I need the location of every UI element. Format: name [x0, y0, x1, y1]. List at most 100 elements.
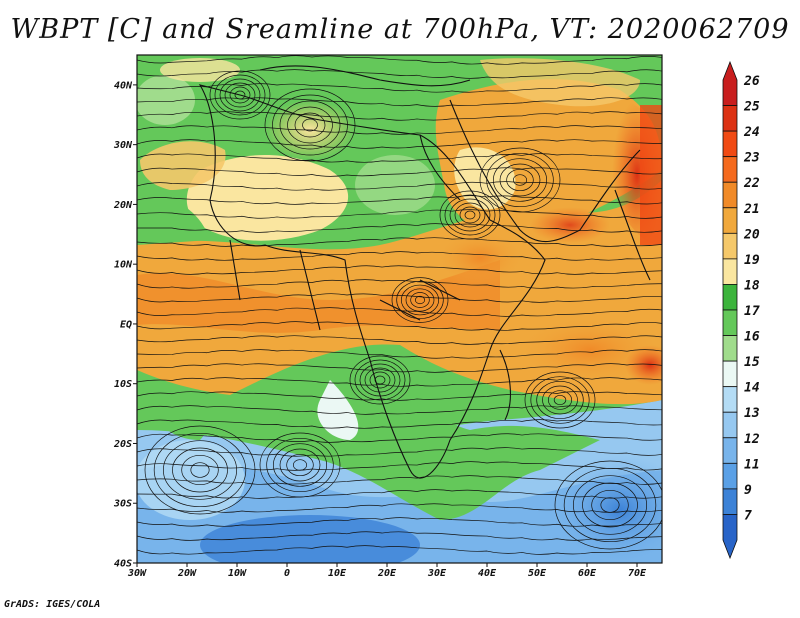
streamline — [492, 158, 548, 202]
streamline — [137, 139, 662, 149]
latitude-axis: 40N 30N 20N 10N EQ 10S 20S 30S 40S — [113, 80, 137, 570]
colorbar-swatch — [722, 309, 738, 336]
colorbar-swatch — [722, 514, 738, 560]
colorbar-swatch — [722, 60, 738, 106]
streamline — [396, 280, 444, 320]
streamline — [214, 74, 266, 116]
lon-label: 0 — [284, 568, 290, 579]
streamline — [137, 531, 662, 541]
colorbar-label: 12 — [744, 432, 760, 447]
streamline — [414, 295, 426, 305]
colorbar-swatch — [722, 386, 738, 413]
colorbar-swatch — [722, 411, 738, 439]
streamline — [572, 475, 648, 535]
streamline — [229, 86, 251, 104]
lon-label: 50E — [528, 568, 547, 579]
colorbar-swatch — [722, 335, 738, 362]
longitude-axis: 30W 20W 10W 0 10E 20E 30E 40E 50E 60E 70E — [127, 563, 647, 579]
colorbar-swatch — [722, 462, 738, 490]
streamline — [582, 482, 638, 528]
colorbar-label: 19 — [744, 253, 760, 268]
streamline — [454, 202, 486, 228]
lat-label: 20N — [113, 200, 133, 211]
streamline — [137, 251, 662, 261]
streamline — [137, 363, 662, 373]
colorbar-label: 16 — [744, 330, 760, 345]
plot-frame — [136, 54, 663, 564]
streamline — [137, 419, 662, 429]
streamline — [486, 152, 554, 208]
colorbar-label: 7 — [744, 508, 752, 523]
streamline — [444, 194, 496, 236]
streamline — [279, 100, 341, 150]
streamline — [219, 78, 261, 112]
streamline — [137, 377, 662, 387]
colorbar-swatch — [722, 488, 738, 515]
streamline — [137, 97, 662, 107]
colorbar-label: 26 — [743, 74, 760, 89]
streamline — [542, 385, 578, 415]
colorbar-label: 17 — [744, 304, 760, 319]
colorbar-swatch — [722, 232, 738, 260]
colorbar-label: 21 — [743, 202, 760, 217]
lon-label: 10E — [328, 568, 347, 579]
colorbar-label: 13 — [744, 406, 760, 421]
colorbar-swatch — [722, 284, 738, 311]
lat-label: 40S — [114, 559, 132, 570]
streamline — [137, 83, 662, 93]
streamline — [506, 168, 534, 192]
streamline — [137, 223, 662, 233]
streamline — [137, 55, 662, 65]
streamline — [264, 88, 356, 162]
streamline — [410, 292, 430, 308]
lon-label: 70E — [628, 568, 647, 579]
colorbar-label: 9 — [744, 483, 752, 498]
lon-label: 10W — [228, 568, 247, 579]
streamline — [405, 288, 435, 312]
streamline — [553, 394, 567, 406]
streamline — [137, 517, 662, 527]
streamline — [137, 279, 662, 289]
lat-label: 10S — [114, 379, 132, 390]
lon-label: 20E — [377, 568, 397, 579]
lon-label: 60E — [578, 568, 597, 579]
streamline — [137, 167, 662, 177]
streamline — [524, 371, 596, 429]
streamline — [162, 440, 238, 500]
temperature-field — [137, 55, 662, 563]
streamline — [359, 363, 401, 397]
streamline — [137, 335, 662, 345]
streamline — [181, 454, 219, 486]
streamline — [137, 237, 662, 247]
streamline — [499, 163, 541, 197]
colorbar-label: 18 — [744, 278, 760, 293]
streamline — [272, 443, 328, 487]
streamline — [209, 70, 271, 120]
streamline — [137, 111, 662, 121]
lat-label: 30S — [113, 499, 132, 510]
lon-label: 30W — [127, 568, 147, 579]
streamline — [137, 475, 662, 485]
colorbar-label: 11 — [744, 457, 760, 472]
streamline — [137, 195, 662, 205]
streamlines — [137, 55, 662, 555]
lat-label: EQ — [120, 319, 132, 330]
lon-label: 30E — [427, 568, 447, 579]
streamline — [364, 367, 396, 393]
streamline — [287, 106, 333, 144]
streamline — [554, 460, 662, 550]
streamline — [137, 153, 662, 163]
streamline — [137, 489, 662, 499]
streamline — [137, 125, 662, 135]
colorbar-label: 14 — [744, 381, 760, 396]
colorbar-swatch — [722, 105, 738, 132]
streamline — [512, 174, 528, 186]
colorbar-label: 22 — [743, 176, 760, 191]
colorbar: 26 25 24 23 22 21 20 19 18 17 16 15 14 13 12 11 9 7 — [722, 60, 760, 560]
colorbar-label: 23 — [743, 151, 760, 166]
streamline — [294, 112, 326, 138]
streamline — [391, 277, 449, 323]
lat-label: 20S — [113, 439, 132, 450]
colorbar-label: 24 — [743, 125, 760, 140]
lat-label: 30N — [113, 140, 133, 151]
